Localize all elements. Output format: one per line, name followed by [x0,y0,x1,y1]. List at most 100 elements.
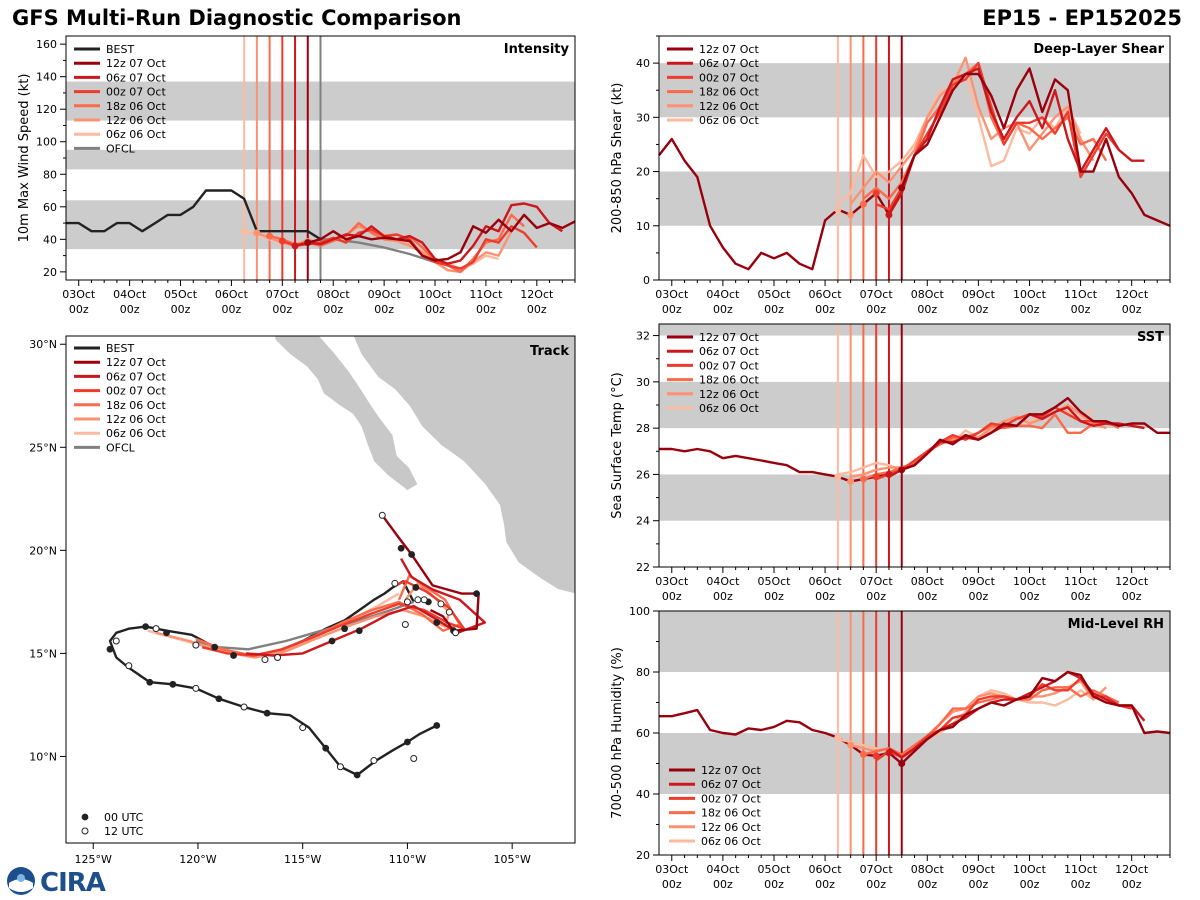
shear-chart: 0 10 20 30 40 03Oct 00z 04Oct 00z 05Oct 00z 06Oct 00… [610,35,1171,316]
x-tick-label-hour: 00z [815,303,835,316]
x-tick-label: 05Oct [164,288,198,301]
x-tick-label-hour: 00z [764,590,784,603]
x-tick-label-hour: 00z [968,303,988,316]
x-tick-label: 04Oct [706,863,740,876]
marker-00utc [353,771,361,779]
track-line-06z-06-oct [147,592,400,659]
threshold-band [659,611,1170,672]
panel-label: Mid-Level RH [1068,617,1164,632]
y-tick-label: 40 [636,788,650,801]
y-tick-label: 60 [636,727,650,740]
legend-label: 18z 06 Oct [106,399,166,412]
y-tick-label: 30°N [29,338,57,351]
x-tick-label-hour: 00z [917,303,937,316]
marker-00utc [211,643,219,651]
y-tick-label: 26 [636,468,650,481]
series-line-06z-07-oct [294,202,563,265]
x-tick-label: 03Oct [655,288,689,301]
marker-00utc [355,627,363,635]
marker-00utc [433,619,441,626]
x-tick-label: 10Oct [1013,575,1047,588]
threshold-band [659,324,1170,336]
run-init-point [859,200,867,208]
rh-chart: 20 40 60 80 100 03Oct 00z 04Oct 00z 05Oct 00z 06Oct… [610,605,1171,891]
track-plot-area [106,336,575,779]
y-tick-label: 40 [43,233,57,246]
x-tick-label: 05Oct [757,863,791,876]
marker-12utc [420,596,428,604]
y-tick-label: 60 [43,201,57,214]
marker-00utc [215,695,223,703]
marker-00utc [163,629,170,637]
run-init-point [859,750,867,758]
y-tick-label: 20°N [29,544,57,557]
marker-00utc [106,645,114,653]
x-tick-label-hour: 00z [1020,878,1040,891]
legend-label-12utc: 12 UTC [104,825,144,838]
marker-12utc [274,654,282,662]
legend-label: 12z 07 Oct [106,356,166,369]
x-tick-label-hour: 00z [815,590,835,603]
legend-label: 06z 07 Oct [106,370,166,383]
legend-label: 06z 06 Oct [701,835,761,848]
track-line-06z-07-oct [246,558,487,657]
x-tick-label: 09Oct [962,575,996,588]
legend-label: 00z 07 Oct [106,385,166,398]
legend-label: 00z 07 Oct [699,71,759,84]
land-baja [273,336,419,492]
series-line-12z-07-oct [900,670,1171,765]
x-tick-label-hour: 00z [968,590,988,603]
y-tick-label: 15°N [29,647,57,660]
marker-00utc [328,637,336,645]
marker-00utc [473,590,480,598]
series-line-12z-07-oct [900,67,1171,227]
x-tick-label: 12Oct [1115,575,1149,588]
run-init-point [859,475,867,483]
x-tick-label: 06Oct [809,863,843,876]
y-tick-label: 28 [636,422,650,435]
marker-00utc [322,744,330,752]
legend-label: 18z 06 Oct [699,374,759,387]
legend-label: 12z 07 Oct [699,43,759,56]
x-tick-label: 05Oct [757,575,791,588]
storm-id-title: EP15 - EP152025 [982,6,1182,30]
x-tick-label-hour: 00z [323,303,343,316]
run-init-point [240,227,248,235]
panel-label: Intensity [504,42,570,57]
y-tick-label: 40 [636,57,650,70]
x-tick-label: 06Oct [809,575,843,588]
y-tick-label: 30 [636,111,650,124]
x-tick-label-hour: 00z [1020,303,1040,316]
threshold-band [659,474,1170,521]
legend-label: 06z 07 Oct [699,345,759,358]
marker-12utc [370,757,378,765]
x-tick-label: 110°W [389,853,426,866]
y-tick-label: 80 [43,168,57,181]
run-init-point [291,242,299,250]
x-tick-label: 12Oct [1115,288,1149,301]
marker-00utc [408,551,416,558]
x-tick-label: 09Oct [368,288,402,301]
legend-label: 18z 06 Oct [106,100,166,113]
x-tick-label: 03Oct [62,288,96,301]
run-init-point [898,184,906,192]
x-tick-label: 03Oct [655,863,689,876]
x-tick-label-hour: 00z [968,878,988,891]
track-line-ofcl [195,600,415,651]
x-tick-label-hour: 00z [713,303,733,316]
legend-label: 06z 06 Oct [699,402,759,415]
x-tick-label: 12Oct [1115,863,1149,876]
legend-label: BEST [106,43,134,56]
marker-12utc [414,596,422,604]
x-tick-label: 11Oct [1064,863,1098,876]
marker-12utc [437,600,445,608]
y-tick-label: 0 [643,274,650,287]
x-tick-label-hour: 00z [713,878,733,891]
marker-12utc [378,511,386,519]
x-tick-label-hour: 00z [1071,878,1091,891]
y-tick-label: 30 [636,376,650,389]
land-mainland [352,336,575,595]
y-axis-label: 10m Max Wind Speed (kt) [17,74,32,243]
cira-logo: CIRA [7,867,107,896]
marker-12utc [299,724,307,732]
